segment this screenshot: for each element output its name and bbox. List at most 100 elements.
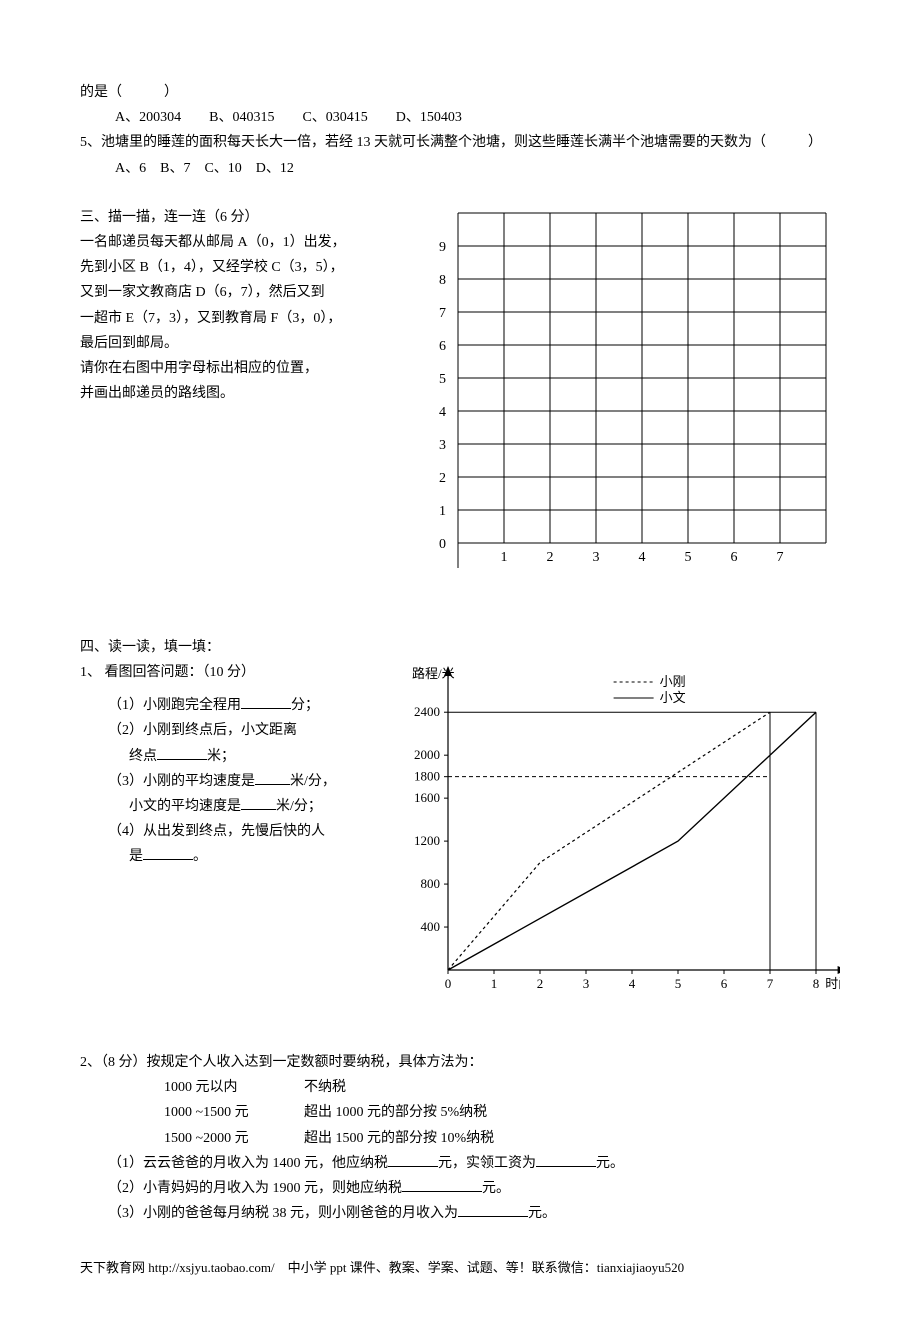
svg-text:5: 5 <box>685 550 692 565</box>
svg-text:8: 8 <box>439 273 446 288</box>
text: （1）小刚跑完全程用 <box>108 698 241 713</box>
blank-input[interactable] <box>255 770 290 785</box>
svg-text:1600: 1600 <box>414 790 440 805</box>
svg-text:小文: 小文 <box>660 690 686 705</box>
tax-rule-3: 1500 ~2000 元超出 1500 元的部分按 10%纳税 <box>80 1126 840 1151</box>
section-3-p5: 最后回到邮局。 <box>80 331 410 356</box>
svg-text:2400: 2400 <box>414 704 440 719</box>
text: 超出 1000 元的部分按 5%纳税 <box>304 1105 487 1120</box>
text: 小文的平均速度是 <box>129 799 241 814</box>
svg-text:8: 8 <box>813 976 820 991</box>
q4-1-sub1: （1）小刚跑完全程用 分； <box>80 693 400 718</box>
svg-text:1200: 1200 <box>414 833 440 848</box>
text: （4）从出发到终点，先慢后快的人 <box>108 824 325 839</box>
svg-text:时间/分: 时间/分 <box>825 976 840 991</box>
blank-input[interactable] <box>402 1177 482 1192</box>
svg-text:0: 0 <box>445 976 452 991</box>
blank-input[interactable] <box>143 845 193 860</box>
text: 不纳税 <box>304 1080 346 1095</box>
section-3-p3: 又到一家文教商店 D（6，7），然后又到 <box>80 280 410 305</box>
svg-text:800: 800 <box>421 876 441 891</box>
svg-text:3: 3 <box>439 438 446 453</box>
blank-input[interactable] <box>241 694 291 709</box>
svg-text:9: 9 <box>439 240 446 255</box>
svg-text:6: 6 <box>439 339 446 354</box>
text: 元。 <box>482 1181 510 1196</box>
section-4-title: 四、读一读，填一填： <box>80 635 840 660</box>
section-3-p6: 请你在右图中用字母标出相应的位置， <box>80 356 410 381</box>
svg-text:5: 5 <box>439 372 446 387</box>
blank-input[interactable] <box>458 1202 528 1217</box>
section-3-p2: 先到小区 B（1，4），又经学校 C（3，5）， <box>80 255 410 280</box>
section-3-p4: 一超市 E（7，3），又到教育局 F（3，0）， <box>80 306 410 331</box>
section-3-p1: 一名邮递员每天都从邮局 A（0，1）出发， <box>80 230 410 255</box>
text: （2）小刚到终点后，小文距离 <box>108 723 297 738</box>
text: （3）小刚的爸爸每月纳税 38 元，则小刚爸爸的月收入为 <box>108 1206 458 1221</box>
svg-text:0: 0 <box>439 537 446 552</box>
coordinate-grid-chart: 0 1 2 3 4 5 6 7 8 9 1 2 3 4 5 6 7 <box>420 205 840 575</box>
svg-text:6: 6 <box>721 976 728 991</box>
text: 米/分； <box>276 799 322 814</box>
q4-1-sub2: （2）小刚到终点后，小文距离 <box>80 718 400 743</box>
q4-2-sub1: （1）云云爸爸的月收入为 1400 元，他应纳税 元，实领工资为 元。 <box>80 1151 840 1176</box>
text: 。 <box>193 849 207 864</box>
q4-1-sub3: （3）小刚的平均速度是 米/分， <box>80 769 400 794</box>
svg-text:1: 1 <box>501 550 508 565</box>
svg-text:1: 1 <box>491 976 498 991</box>
svg-text:3: 3 <box>593 550 600 565</box>
fragment-prev-options: A、200304 B、040315 C、030415 D、150403 <box>80 105 840 130</box>
text: 终点 <box>129 749 157 764</box>
svg-text:7: 7 <box>439 306 446 321</box>
text: 元。 <box>596 1156 624 1171</box>
svg-text:4: 4 <box>639 550 646 565</box>
svg-text:路程/米: 路程/米 <box>412 666 455 681</box>
text: 米； <box>207 749 235 764</box>
q4-2-title: 2、（8 分）按规定个人收入达到一定数额时要纳税，具体方法为： <box>80 1050 840 1075</box>
svg-text:4: 4 <box>439 405 446 420</box>
q4-1-sub4: （4）从出发到终点，先慢后快的人 <box>80 819 400 844</box>
text: 元。 <box>528 1206 556 1221</box>
blank-input[interactable] <box>388 1152 438 1167</box>
text: 是 <box>129 849 143 864</box>
text: 元，实领工资为 <box>438 1156 536 1171</box>
svg-text:6: 6 <box>731 550 738 565</box>
svg-text:7: 7 <box>767 976 774 991</box>
blank-input[interactable] <box>157 745 207 760</box>
text: 1500 ~2000 元 <box>164 1126 304 1151</box>
fragment-prev-question: 的是（ ） <box>80 80 840 105</box>
question-5-options: A、6 B、7 C、10 D、12 <box>80 156 840 181</box>
section-3-p7: 并画出邮递员的路线图。 <box>80 381 410 406</box>
svg-text:2: 2 <box>439 471 446 486</box>
svg-text:1800: 1800 <box>414 769 440 784</box>
text: 超出 1500 元的部分按 10%纳税 <box>304 1131 494 1146</box>
q4-1-title: 1、 看图回答问题：（10 分） <box>80 660 400 685</box>
q4-1-sub2b: 终点 米； <box>80 744 400 769</box>
svg-text:2: 2 <box>537 976 544 991</box>
svg-text:400: 400 <box>421 919 441 934</box>
q4-2-sub3: （3）小刚的爸爸每月纳税 38 元，则小刚爸爸的月收入为 元。 <box>80 1201 840 1226</box>
svg-text:4: 4 <box>629 976 636 991</box>
svg-text:3: 3 <box>583 976 590 991</box>
text: 1000 元以内 <box>164 1075 304 1100</box>
text: 1000 ~1500 元 <box>164 1100 304 1125</box>
text: 分； <box>291 698 319 713</box>
blank-input[interactable] <box>536 1152 596 1167</box>
question-5-text: 5、池塘里的睡莲的面积每天长大一倍，若经 13 天就可长满整个池塘，则这些睡莲长… <box>80 130 840 155</box>
q4-1-sub4b: 是。 <box>80 844 400 869</box>
svg-text:2: 2 <box>547 550 554 565</box>
svg-text:7: 7 <box>777 550 784 565</box>
page-footer: 天下教育网 http://xsjyu.taobao.com/ 中小学 ppt 课… <box>80 1256 840 1279</box>
text: 米/分， <box>290 774 336 789</box>
q4-2-sub2: （2）小青妈妈的月收入为 1900 元，则她应纳税元。 <box>80 1176 840 1201</box>
svg-text:5: 5 <box>675 976 682 991</box>
section-3-title: 三、描一描，连一连（6 分） <box>80 205 410 230</box>
tax-rule-1: 1000 元以内不纳税 <box>80 1075 840 1100</box>
text: （3）小刚的平均速度是 <box>108 774 255 789</box>
tax-rule-2: 1000 ~1500 元超出 1000 元的部分按 5%纳税 <box>80 1100 840 1125</box>
svg-text:2000: 2000 <box>414 747 440 762</box>
text: （1）云云爸爸的月收入为 1400 元，他应纳税 <box>108 1156 388 1171</box>
blank-input[interactable] <box>241 795 276 810</box>
svg-text:小刚: 小刚 <box>660 674 686 689</box>
svg-text:1: 1 <box>439 504 446 519</box>
distance-time-chart: 路程/米时间/分 0 1 2 3 4 5 6 7 8 400 800 1200 1600 1800 2000 2… <box>400 660 840 1000</box>
